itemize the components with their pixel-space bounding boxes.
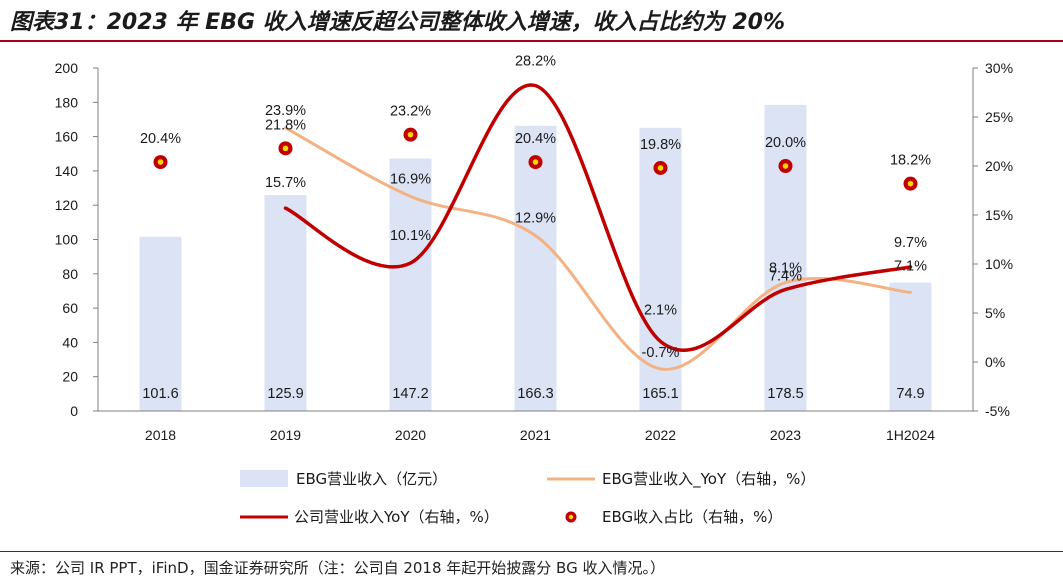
legend-ebg-yoy-label: EBG营业收入_YoY（右轴，%）	[602, 470, 815, 489]
company-yoy-label: 2.1%	[644, 302, 677, 318]
labels-layer: 101.6 125.9 147.2 166.3 165.1 178.5 74.9 23.9% 1…	[140, 54, 931, 402]
right-tick-label: 20%	[985, 158, 1013, 174]
share-dot-core	[657, 165, 664, 171]
ebg-yoy-label: 12.9%	[515, 211, 556, 227]
company-yoy-label: 28.2%	[515, 54, 556, 70]
left-tick-label: 20	[62, 369, 78, 385]
bar-2018	[139, 236, 182, 411]
legend-share-swatch-core	[568, 514, 574, 520]
share-dot-core	[282, 145, 289, 152]
share-label: 20.4%	[515, 131, 556, 147]
left-tick-label: 80	[62, 266, 78, 282]
share-dot-core	[532, 159, 539, 165]
share-label: 19.8%	[640, 137, 681, 153]
right-tick-label: 5%	[985, 305, 1005, 321]
source-note: 来源：公司 IR PPT，iFinD，国金证券研究所（注：公司自 2018 年起…	[10, 559, 665, 577]
share-label: 20.4%	[140, 131, 181, 147]
share-dot-core	[782, 163, 789, 169]
company-yoy-line	[283, 83, 913, 352]
x-tick-label: 2018	[145, 427, 176, 443]
ebg-yoy-label: -0.7%	[642, 345, 680, 361]
ebg-yoy-label: 7.1%	[894, 258, 927, 274]
lines-layer	[283, 83, 913, 371]
bar-2019	[264, 195, 307, 411]
x-tick-label: 2023	[770, 427, 801, 443]
company-yoy-label: 9.7%	[894, 235, 927, 251]
chart: 101.6 125.9 147.2 166.3 165.1 178.5 74.9 23.9% 1…	[55, 54, 1013, 526]
ticks-layer: 0 20 40 60 80 100 120 140 160 180 200 -5% 0% 5% 10% 15%…	[55, 60, 1013, 443]
x-tick-label: 2022	[645, 427, 676, 443]
x-tick-label: 1H2024	[886, 427, 935, 443]
share-label: 21.8%	[265, 117, 306, 133]
share-label: 20.0%	[765, 135, 806, 151]
right-tick-label: 0%	[985, 354, 1005, 370]
right-tick-label: 30%	[985, 60, 1013, 76]
bar-value-label: 178.5	[767, 386, 803, 402]
bar-value-label: 166.3	[517, 386, 553, 402]
ebg-yoy-line	[284, 126, 912, 371]
bar-value-label: 147.2	[392, 386, 428, 402]
share-label: 18.2%	[890, 153, 931, 169]
left-tick-label: 120	[55, 197, 79, 213]
share-dot-core	[907, 180, 914, 187]
bars-layer	[139, 104, 932, 411]
company-yoy-label: 10.1%	[390, 228, 431, 244]
bar-value-label: 101.6	[142, 386, 178, 402]
left-tick-label: 100	[55, 232, 79, 248]
bar-1H2024	[889, 282, 932, 411]
left-tick-label: 0	[70, 403, 78, 419]
share-dot-core	[157, 159, 164, 165]
left-tick-label: 160	[55, 129, 79, 145]
x-tick-label: 2021	[520, 427, 551, 443]
left-tick-label: 200	[55, 60, 79, 76]
right-tick-label: 25%	[985, 109, 1013, 125]
company-yoy-label: 7.4%	[769, 268, 802, 284]
figure-title: 图表31：2023 年 EBG 收入增速反超公司整体收入增速，收入占比约为 20…	[10, 10, 785, 35]
left-tick-label: 60	[62, 300, 78, 316]
bar-2021	[514, 125, 557, 411]
x-tick-label: 2020	[395, 427, 426, 443]
title-divider	[0, 40, 1063, 42]
legend: EBG营业收入（亿元） EBG营业收入_YoY（右轴，%） 公司营业收入YoY（…	[240, 470, 815, 526]
share-label: 23.2%	[390, 104, 431, 120]
footer-divider	[0, 551, 1063, 552]
legend-company-yoy-label: 公司营业收入YoY（右轴，%）	[294, 508, 499, 526]
bar-value-label: 125.9	[267, 386, 303, 402]
x-tick-label: 2019	[270, 427, 301, 443]
ebg-yoy-label: 8.1%	[769, 261, 802, 277]
legend-bar-label: EBG营业收入（亿元）	[296, 470, 447, 488]
bar-value-label: 165.1	[642, 386, 678, 402]
ebg-yoy-label: 23.9%	[265, 103, 306, 119]
left-tick-label: 180	[55, 94, 79, 110]
right-tick-label: 15%	[985, 207, 1013, 223]
bar-value-label: 74.9	[896, 386, 924, 402]
left-tick-label: 140	[55, 163, 79, 179]
dots-layer	[153, 127, 918, 191]
legend-bar-swatch	[240, 470, 288, 487]
left-tick-label: 40	[62, 334, 78, 350]
right-tick-label: -5%	[985, 403, 1010, 419]
legend-share-label: EBG收入占比（右轴，%）	[602, 508, 782, 526]
ebg-yoy-label: 16.9%	[390, 171, 431, 187]
share-dot-core	[407, 131, 414, 138]
right-tick-label: 10%	[985, 256, 1013, 272]
company-yoy-label: 15.7%	[265, 175, 306, 191]
bar-2023	[764, 104, 807, 411]
